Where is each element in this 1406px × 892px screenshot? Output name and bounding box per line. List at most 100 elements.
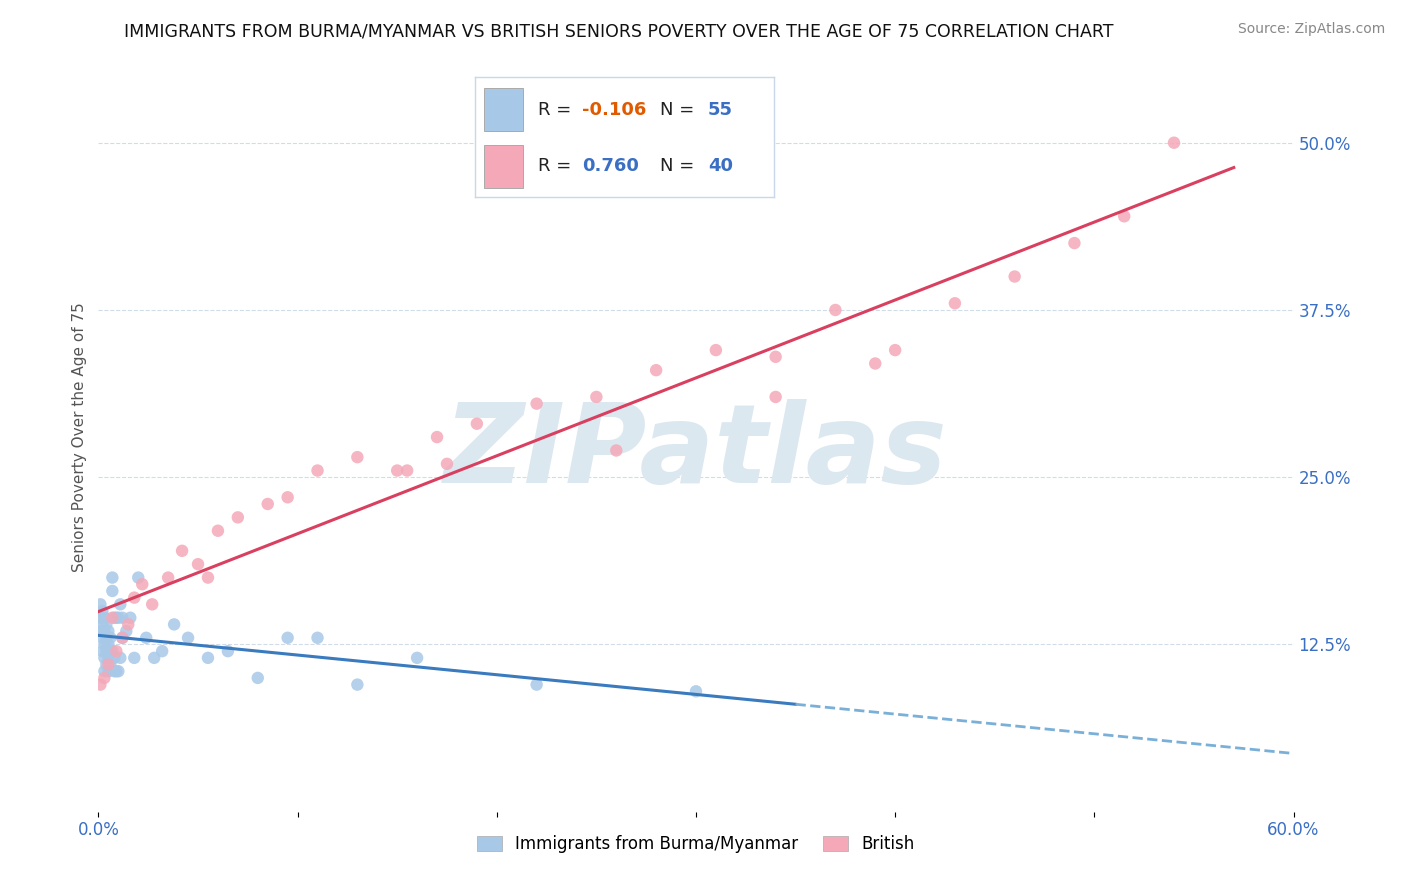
Point	[89, 611, 111, 625]
Point	[111, 631, 134, 645]
Point	[824, 303, 846, 318]
Point	[97, 624, 120, 639]
Point	[765, 390, 787, 404]
Point	[396, 464, 419, 478]
Legend: Immigrants from Burma/Myanmar, British: Immigrants from Burma/Myanmar, British	[470, 829, 922, 860]
Point	[91, 644, 114, 658]
Point	[526, 396, 548, 410]
Point	[91, 617, 114, 632]
Point	[96, 631, 118, 645]
Point	[704, 343, 727, 358]
Point	[98, 657, 122, 672]
Point	[307, 631, 329, 645]
Point	[1163, 136, 1185, 150]
Point	[91, 604, 114, 618]
Point	[93, 611, 115, 625]
Point	[111, 611, 134, 625]
Point	[385, 464, 409, 478]
Point	[89, 598, 111, 612]
Point	[163, 617, 186, 632]
Point	[103, 651, 125, 665]
Point	[346, 678, 368, 692]
Point	[246, 671, 269, 685]
Point	[207, 524, 229, 538]
Point	[93, 637, 115, 651]
Point	[884, 343, 907, 358]
Point	[406, 651, 429, 665]
Point	[765, 350, 787, 364]
Point	[110, 651, 132, 665]
Point	[585, 390, 607, 404]
Point	[645, 363, 668, 377]
Point	[101, 611, 124, 625]
Point	[124, 651, 146, 665]
Point	[346, 450, 368, 465]
Point	[426, 430, 449, 444]
Point	[436, 457, 458, 471]
Point	[105, 664, 128, 679]
Point	[256, 497, 278, 511]
Point	[605, 443, 627, 458]
Point	[150, 644, 173, 658]
Point	[131, 577, 153, 591]
Point	[93, 624, 115, 639]
Point	[96, 644, 118, 658]
Point	[157, 571, 180, 585]
Point	[93, 671, 115, 685]
Point	[117, 617, 139, 632]
Point	[172, 543, 194, 558]
Point	[127, 571, 149, 585]
Point	[943, 296, 966, 310]
Point	[465, 417, 488, 431]
Point	[107, 611, 129, 625]
Point	[135, 631, 157, 645]
Point	[1063, 236, 1085, 251]
Point	[89, 678, 111, 692]
Point	[93, 664, 115, 679]
Point	[685, 684, 707, 698]
Point	[865, 356, 887, 371]
Point	[105, 644, 128, 658]
Point	[93, 651, 115, 665]
Point	[110, 598, 132, 612]
Point	[97, 637, 120, 651]
Point	[103, 664, 125, 679]
Point	[111, 631, 134, 645]
Text: Source: ZipAtlas.com: Source: ZipAtlas.com	[1237, 22, 1385, 37]
Point	[177, 631, 200, 645]
Point	[101, 644, 124, 658]
Point	[115, 624, 138, 639]
Point	[98, 644, 122, 658]
Point	[101, 571, 124, 585]
Text: ZIPatlas: ZIPatlas	[444, 399, 948, 506]
Point	[105, 611, 128, 625]
Point	[1114, 210, 1136, 224]
Point	[277, 631, 299, 645]
Point	[187, 557, 209, 572]
Point	[143, 651, 166, 665]
Point	[120, 611, 142, 625]
Point	[277, 491, 299, 505]
Text: IMMIGRANTS FROM BURMA/MYANMAR VS BRITISH SENIORS POVERTY OVER THE AGE OF 75 CORR: IMMIGRANTS FROM BURMA/MYANMAR VS BRITISH…	[124, 22, 1114, 40]
Point	[97, 651, 120, 665]
Point	[226, 510, 249, 524]
Point	[101, 584, 124, 599]
Point	[197, 651, 219, 665]
Point	[97, 657, 120, 672]
Point	[526, 678, 548, 692]
Point	[97, 664, 120, 679]
Point	[89, 624, 111, 639]
Point	[91, 631, 114, 645]
Point	[124, 591, 146, 605]
Point	[307, 464, 329, 478]
Point	[141, 598, 163, 612]
Y-axis label: Seniors Poverty Over the Age of 75: Seniors Poverty Over the Age of 75	[72, 302, 87, 572]
Point	[197, 571, 219, 585]
Point	[217, 644, 239, 658]
Point	[96, 657, 118, 672]
Point	[107, 664, 129, 679]
Point	[98, 631, 122, 645]
Point	[1004, 269, 1026, 284]
Point	[96, 617, 118, 632]
Point	[103, 611, 125, 625]
